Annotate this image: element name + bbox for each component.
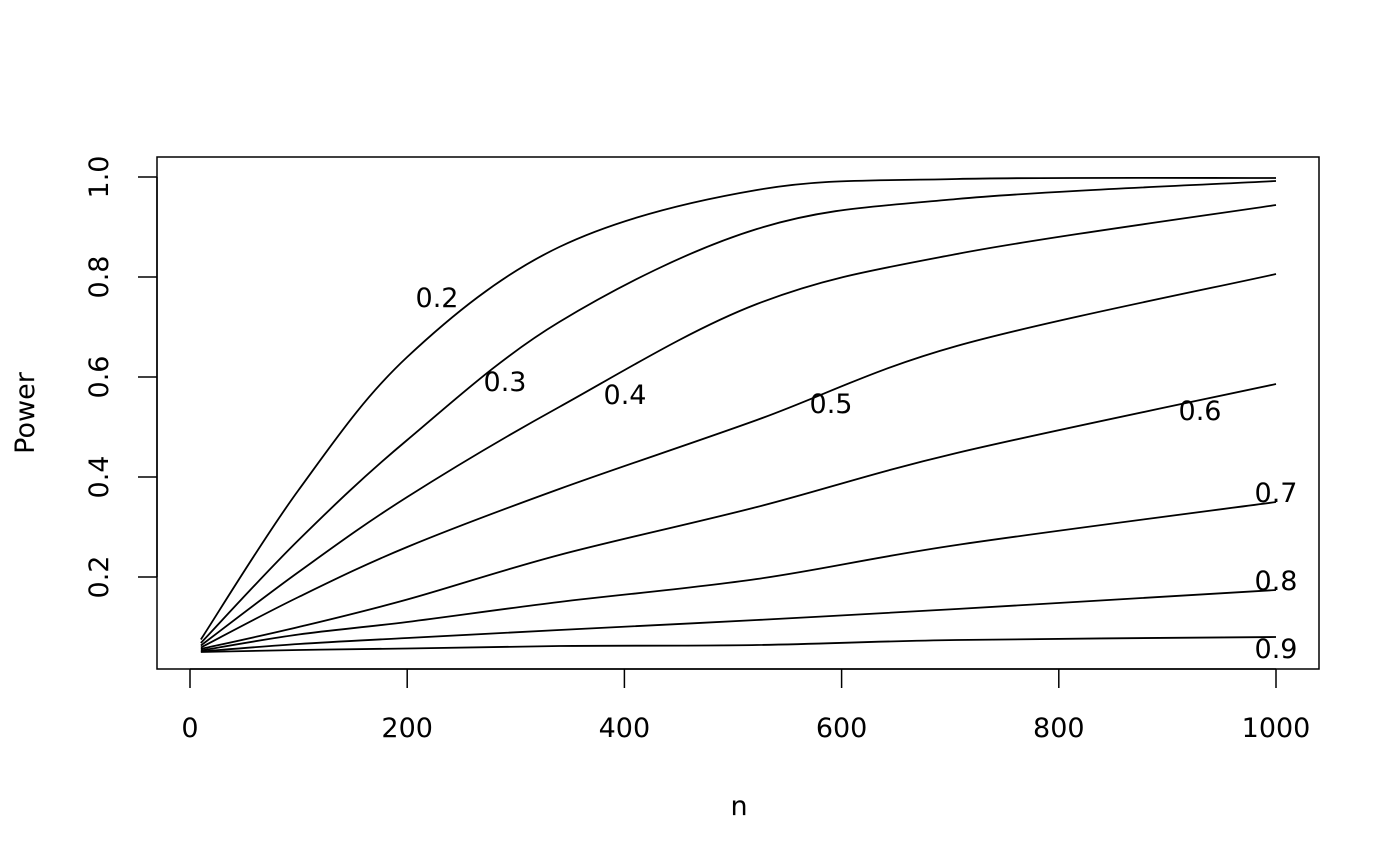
plot-frame [156, 156, 1320, 670]
curve-0.6 [200, 383, 1277, 650]
curve-label-0.8: 0.8 [1255, 566, 1298, 597]
x-tick-label: 400 [599, 713, 651, 744]
curve-0.3 [200, 180, 1277, 644]
x-tick-label: 1000 [1242, 713, 1311, 744]
curve-label-0.5: 0.5 [810, 389, 853, 420]
curve-label-0.2: 0.2 [416, 283, 459, 314]
curve-0.2 [200, 176, 1277, 640]
x-tick-label: 600 [816, 713, 868, 744]
x-axis-label: n [730, 791, 747, 822]
y-tick-label: 0.4 [84, 456, 115, 499]
y-tick-label: 0.6 [84, 356, 115, 399]
curve-labels: 0.2 0.3 0.4 0.5 0.6 0.7 0.8 0.9 [416, 283, 1298, 665]
curve-label-0.6: 0.6 [1179, 396, 1222, 427]
y-tick-label: 0.2 [84, 556, 115, 599]
curve-label-0.7: 0.7 [1255, 478, 1298, 509]
y-tick-label: 1.0 [84, 156, 115, 199]
curve-label-0.9: 0.9 [1255, 634, 1298, 665]
curves [200, 176, 1277, 653]
x-tick-label: 800 [1033, 713, 1085, 744]
curve-label-0.3: 0.3 [484, 367, 527, 398]
curve-0.8 [200, 589, 1277, 653]
x-axis: 0 200 400 600 800 1000 [181, 668, 1311, 744]
y-axis: 0.2 0.4 0.6 0.8 1.0 [84, 156, 158, 599]
curve-label-0.4: 0.4 [604, 380, 647, 411]
x-tick-label: 200 [381, 713, 433, 744]
y-tick-label: 0.8 [84, 256, 115, 299]
y-axis-label: Power [10, 371, 41, 454]
curve-0.4 [200, 204, 1277, 647]
curve-0.7 [200, 501, 1277, 652]
curve-0.9 [200, 636, 1277, 653]
curve-0.5 [200, 273, 1277, 649]
x-tick-label: 0 [181, 713, 198, 744]
